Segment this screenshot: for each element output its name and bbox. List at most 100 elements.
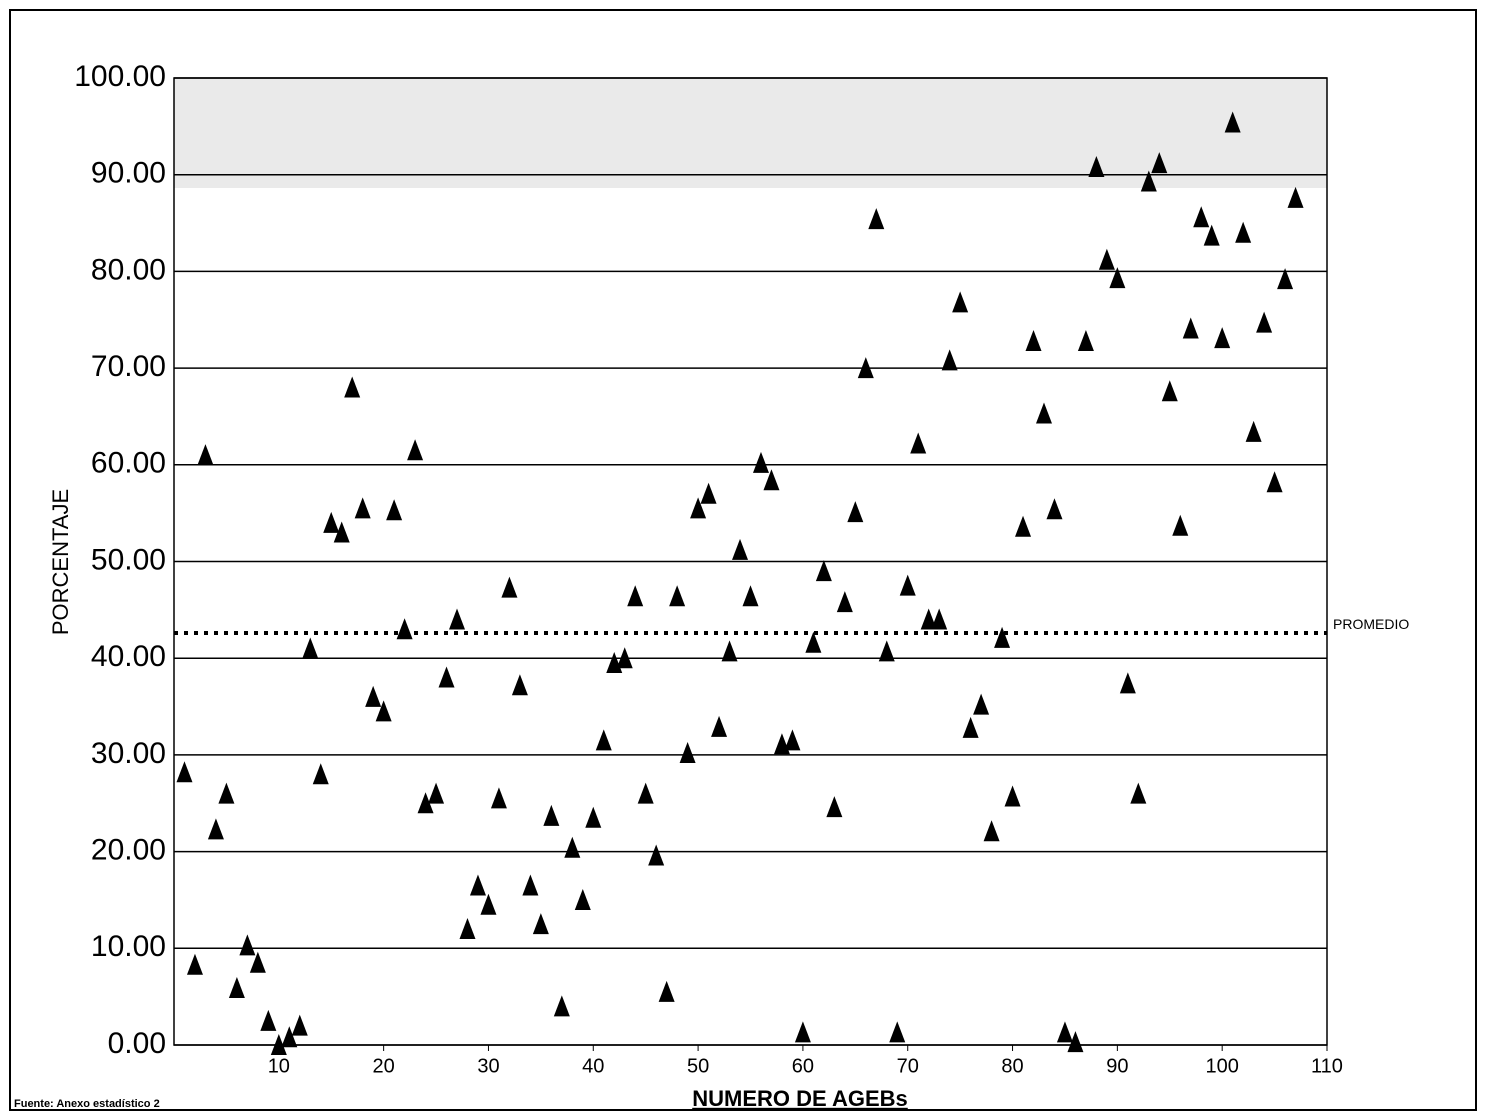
triangle-marker xyxy=(826,796,843,818)
y-tick-label: 10.00 xyxy=(91,930,166,963)
triangle-marker xyxy=(344,376,361,398)
y-tick-label: 90.00 xyxy=(91,157,166,190)
y-tick-label: 0.00 xyxy=(108,1027,166,1060)
triangle-marker xyxy=(1256,311,1273,333)
triangle-marker xyxy=(763,469,780,491)
triangle-marker xyxy=(700,482,717,504)
triangle-marker xyxy=(1266,471,1283,493)
triangle-marker xyxy=(994,626,1011,648)
triangle-marker xyxy=(522,874,539,896)
y-tick-label: 30.00 xyxy=(91,737,166,770)
x-tick-label: 60 xyxy=(792,1055,814,1077)
triangle-marker xyxy=(627,585,644,607)
triangle-marker xyxy=(1172,514,1189,536)
triangle-marker xyxy=(186,953,203,975)
triangle-marker xyxy=(889,1021,906,1043)
triangle-marker xyxy=(386,499,403,521)
triangle-marker xyxy=(574,888,591,910)
triangle-marker xyxy=(669,585,686,607)
triangle-marker xyxy=(218,782,235,804)
x-tick-label: 70 xyxy=(897,1055,919,1077)
triangle-marker xyxy=(1015,515,1032,537)
triangle-marker xyxy=(207,818,224,840)
triangle-marker xyxy=(1161,380,1178,402)
triangle-marker xyxy=(836,591,853,613)
triangle-marker xyxy=(228,976,245,998)
plot-area xyxy=(173,77,1328,1046)
y-tick-label: 80.00 xyxy=(91,253,166,286)
x-tick-label: 100 xyxy=(1205,1055,1238,1077)
x-tick-label: 40 xyxy=(582,1055,604,1077)
triangle-marker xyxy=(375,700,392,722)
triangle-marker xyxy=(1046,498,1063,520)
triangle-marker xyxy=(585,806,602,828)
triangle-marker xyxy=(291,1014,308,1036)
triangle-marker xyxy=(595,729,612,751)
triangle-marker xyxy=(1130,782,1147,804)
triangle-marker xyxy=(459,917,476,939)
triangle-marker xyxy=(1119,672,1136,694)
x-tick-label: 30 xyxy=(477,1055,499,1077)
triangle-marker xyxy=(648,844,665,866)
triangle-marker xyxy=(1088,155,1105,177)
triangle-marker xyxy=(742,585,759,607)
triangle-marker xyxy=(1109,267,1126,289)
triangle-marker xyxy=(543,804,560,826)
triangle-marker xyxy=(1214,327,1231,349)
triangle-marker xyxy=(752,451,769,473)
triangle-marker xyxy=(784,729,801,751)
triangle-marker xyxy=(302,637,319,659)
triangle-marker xyxy=(1277,268,1294,290)
triangle-marker xyxy=(449,608,466,630)
triangle-marker xyxy=(815,560,832,582)
triangle-marker xyxy=(658,980,675,1002)
y-tick-label: 40.00 xyxy=(91,640,166,673)
triangle-marker xyxy=(511,674,528,696)
triangle-marker xyxy=(1025,330,1042,352)
triangle-marker xyxy=(616,647,633,669)
triangle-marker xyxy=(941,349,958,371)
shaded-band xyxy=(174,78,1327,188)
triangle-marker xyxy=(1245,420,1262,442)
y-tick-label: 60.00 xyxy=(91,447,166,480)
triangle-marker xyxy=(564,836,581,858)
x-tick-label: 80 xyxy=(1001,1055,1023,1077)
triangle-marker xyxy=(176,761,193,783)
triangle-marker xyxy=(805,631,822,653)
triangle-marker xyxy=(857,357,874,379)
triangle-marker xyxy=(637,782,654,804)
triangle-marker xyxy=(1140,170,1157,192)
y-axis-label: PORCENTAJE xyxy=(48,489,73,635)
x-tick-label: 50 xyxy=(687,1055,709,1077)
triangle-marker xyxy=(396,618,413,640)
triangle-marker xyxy=(1287,186,1304,208)
triangle-marker xyxy=(1035,402,1052,424)
triangle-marker xyxy=(690,497,707,519)
triangle-marker xyxy=(1203,224,1220,246)
triangle-marker xyxy=(365,685,382,707)
triangle-marker xyxy=(721,640,738,662)
triangle-marker xyxy=(920,608,937,630)
frame xyxy=(9,9,1477,1111)
triangle-marker xyxy=(1004,785,1021,807)
triangle-marker xyxy=(711,715,728,737)
triangle-marker xyxy=(407,439,424,461)
triangle-marker xyxy=(281,1026,298,1048)
triangle-marker xyxy=(952,291,969,313)
triangle-marker xyxy=(1224,111,1241,133)
triangle-marker xyxy=(428,782,445,804)
triangle-marker xyxy=(1077,330,1094,352)
triangle-marker xyxy=(1056,1021,1073,1043)
x-tick-label: 20 xyxy=(373,1055,395,1077)
triangle-marker xyxy=(249,951,266,973)
triangle-marker xyxy=(910,432,927,454)
triangle-marker xyxy=(354,497,371,519)
triangle-marker xyxy=(878,640,895,662)
triangle-marker xyxy=(532,913,549,935)
triangle-marker xyxy=(899,574,916,596)
x-tick-label: 90 xyxy=(1106,1055,1128,1077)
triangle-marker xyxy=(469,874,486,896)
triangle-marker xyxy=(868,208,885,230)
triangle-marker xyxy=(490,787,507,809)
